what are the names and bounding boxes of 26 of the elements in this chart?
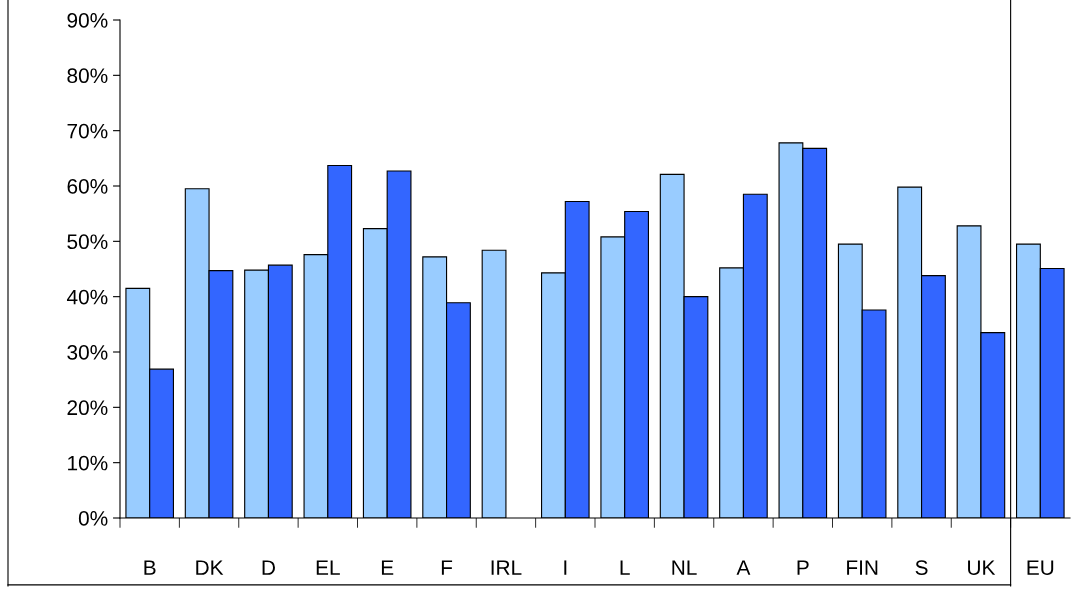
x-tick-label: IRL: [491, 560, 522, 575]
y-tick-label: 30%: [67, 345, 108, 360]
x-tick-label: DK: [196, 560, 224, 575]
x-tick-label: NL: [672, 560, 697, 575]
x-tick-label: D: [262, 560, 275, 575]
y-tick-label: 70%: [67, 123, 108, 139]
x-tick-label: F: [441, 560, 453, 575]
y-tick-label: 60%: [67, 179, 108, 194]
x-tick-label: A: [736, 560, 751, 575]
y-tick-label: 10%: [68, 455, 108, 471]
x-tick-label: FIN: [847, 560, 878, 575]
x-tick-label: E: [381, 560, 394, 575]
y-tick-label: 40%: [66, 289, 108, 305]
y-tick-label: 90%: [67, 13, 108, 28]
y-tick-label: 50%: [67, 234, 108, 250]
x-tick-label: I: [564, 560, 567, 575]
y-tick-label: 0%: [78, 511, 108, 526]
x-tick-label: S: [915, 560, 928, 575]
x-tick-label: EU: [1027, 560, 1054, 575]
x-tick-label: B: [144, 560, 156, 575]
x-tick-label: L: [620, 560, 630, 575]
y-tick-label: 80%: [67, 68, 108, 84]
x-tick-label: EL: [316, 560, 340, 575]
y-tick-label: 20%: [67, 400, 108, 416]
x-tick-label: UK: [968, 560, 996, 575]
x-tick-label: P: [797, 560, 809, 575]
